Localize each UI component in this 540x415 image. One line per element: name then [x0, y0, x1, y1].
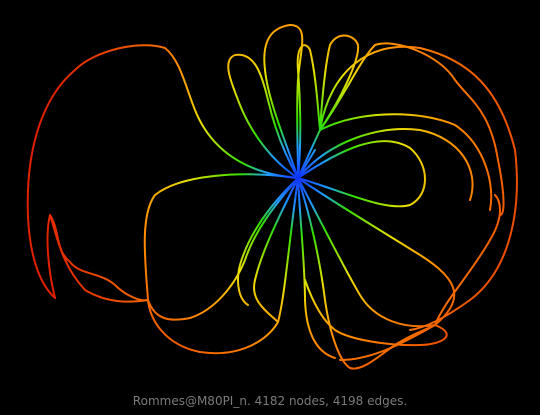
- graph-edge-top-left-lobe: [227, 53, 299, 179]
- graph-edge-left-hook: [147, 177, 299, 321]
- graph-edge-left-inner: [46, 214, 149, 303]
- graph-edge-bottom-center: [297, 177, 336, 359]
- graph-edge-down-left: [237, 177, 299, 306]
- graph-edge-bottom-sweep: [304, 279, 448, 347]
- graph-edge-top-right-a: [319, 34, 360, 131]
- graph-edges: [26, 24, 518, 370]
- graph-edge-left-wave: [49, 214, 149, 302]
- graph-edge-bottom-right-b: [297, 177, 436, 328]
- graph-edge-left-outer: [26, 44, 299, 299]
- graph-edge-top-lobe: [263, 24, 304, 179]
- graph-caption: Rommes@M80PI_n. 4182 nodes, 4198 edges.: [132, 394, 408, 408]
- graph-edge-hub-b: [284, 177, 299, 206]
- graph-edge-bottom-right-a: [297, 177, 456, 361]
- graph-edge-bottom-mid: [297, 177, 436, 370]
- graph-edge-hub-a: [297, 129, 321, 179]
- graph-edge-top-right-b: [319, 42, 505, 216]
- graph-edge-bottom-left-spoke: [253, 177, 299, 323]
- graph-edge-top-spike: [296, 44, 321, 179]
- graph-edge-right-mid: [319, 113, 493, 211]
- graph-edge-right-arc: [297, 128, 474, 201]
- graph-edge-left-mid: [143, 173, 299, 301]
- graph-edge-hub-c: [297, 149, 316, 179]
- graph-edge-right-loop: [297, 140, 426, 208]
- graph-visualization: [26, 24, 518, 370]
- graph-edge-left-lower: [147, 177, 299, 355]
- graph-edge-right-lower-loop: [434, 194, 501, 326]
- graph-edge-right-outer: [319, 45, 518, 331]
